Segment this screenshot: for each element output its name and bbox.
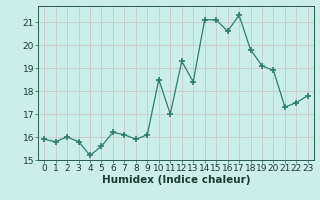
X-axis label: Humidex (Indice chaleur): Humidex (Indice chaleur) <box>102 175 250 185</box>
